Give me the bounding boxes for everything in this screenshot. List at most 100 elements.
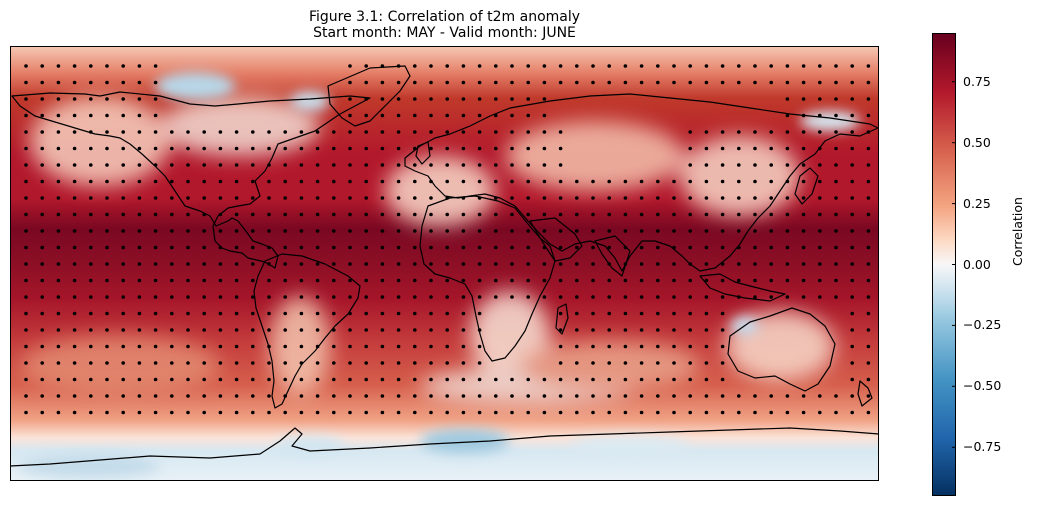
stipple-dot (445, 163, 450, 167)
stipple-dot (299, 311, 304, 316)
stipple-dot (704, 262, 709, 266)
stipple-dot (105, 377, 109, 382)
stipple-dot (315, 245, 320, 250)
stipple-dot (656, 278, 660, 283)
stipple-dot (510, 377, 514, 382)
stipple-dot (542, 80, 547, 85)
stipple-dot (380, 179, 385, 184)
stipple-dot (170, 179, 174, 184)
stipple-dot (769, 130, 773, 134)
stipple-dot (850, 245, 854, 250)
stipple-dot (348, 113, 352, 118)
stipple-dot (866, 130, 871, 134)
stipple-dot (170, 196, 174, 200)
stipple-dot (153, 394, 158, 398)
stipple-dot (56, 394, 61, 398)
stipple-dot (445, 196, 450, 200)
stipple-dot (477, 377, 482, 382)
stipple-dot (769, 278, 773, 283)
stipple-dot (251, 196, 255, 200)
stipple-dot (89, 212, 93, 217)
stipple-dot (315, 410, 320, 415)
stipple-dot (591, 80, 595, 85)
stipple-dot (672, 64, 676, 68)
stipple-dot (105, 163, 109, 167)
stipple-dot (202, 311, 206, 316)
stipple-dot (526, 212, 530, 217)
stipple-dot (510, 278, 514, 283)
stipple-dot (234, 130, 239, 134)
stipple-dot (591, 64, 595, 68)
greenland-coast (327, 65, 411, 127)
stipple-dot (429, 80, 433, 85)
stipple-dot (769, 295, 773, 299)
stipple-dot (801, 212, 806, 217)
stipple-dot (785, 245, 790, 250)
stipple-dot (558, 295, 563, 299)
stipple-dot (218, 130, 223, 134)
stipple-dot (445, 361, 450, 365)
stipple-dot (24, 229, 28, 233)
stipple-dot (89, 328, 93, 332)
stipple-dot (818, 113, 822, 118)
stipple-dot (283, 377, 288, 382)
stipple-dot (153, 146, 158, 151)
stipple-dot (477, 163, 482, 167)
stipple-dot (186, 295, 190, 299)
stipple-dot (72, 229, 77, 233)
british-isles-coast (415, 141, 431, 165)
stipple-dot (818, 64, 822, 68)
stipple-dot (688, 410, 692, 415)
stipple-dot (866, 394, 871, 398)
stipple-dot (137, 295, 142, 299)
stipple-dot (429, 361, 433, 365)
stipple-dot (753, 80, 757, 85)
stipple-dot (348, 394, 352, 398)
stipple-dot (202, 262, 206, 266)
stipple-dot (850, 394, 854, 398)
stipple-dot (542, 163, 547, 167)
stipple-dot (737, 295, 741, 299)
stipple-dot (656, 179, 660, 184)
stipple-dot (364, 377, 369, 382)
stipple-dot (413, 344, 417, 349)
stipple-dot (40, 196, 44, 200)
stipple-dot (24, 146, 28, 151)
stipple-dot (315, 212, 320, 217)
stipple-dot (89, 196, 93, 200)
stipple-dot (688, 278, 692, 283)
stipple-dot (461, 394, 466, 398)
stipple-dot (137, 196, 142, 200)
stipple-dot (461, 295, 466, 299)
stipple-dot (542, 146, 547, 151)
stipple-dot (445, 229, 450, 233)
stipple-dot (105, 212, 109, 217)
stipple-dot (186, 311, 190, 316)
stipple-dot (445, 278, 450, 283)
stipple-dot (639, 394, 644, 398)
stipple-dot (170, 328, 174, 332)
stipple-dot (866, 179, 871, 184)
stipple-dot (315, 344, 320, 349)
stipple-dot (720, 146, 725, 151)
stipple-dot (429, 64, 433, 68)
stipple-dot (720, 212, 725, 217)
stipple-dot (850, 64, 854, 68)
stipple-dot (623, 179, 628, 184)
stipple-dot (89, 361, 93, 365)
stipple-dot (639, 311, 644, 316)
stipple-dot (153, 361, 158, 365)
stipple-dot (348, 295, 352, 299)
stipple-dot (461, 64, 466, 68)
stipple-dot (477, 278, 482, 283)
stipple-dot (688, 377, 692, 382)
stipple-dot (396, 295, 401, 299)
stipple-dot (672, 179, 676, 184)
stipple-dot (429, 377, 433, 382)
stipple-dot (558, 410, 563, 415)
stipple-dot (720, 245, 725, 250)
stipple-dot (121, 146, 125, 151)
stipple-dot (510, 295, 514, 299)
stipple-dot (153, 80, 158, 85)
stipple-dot (688, 229, 692, 233)
